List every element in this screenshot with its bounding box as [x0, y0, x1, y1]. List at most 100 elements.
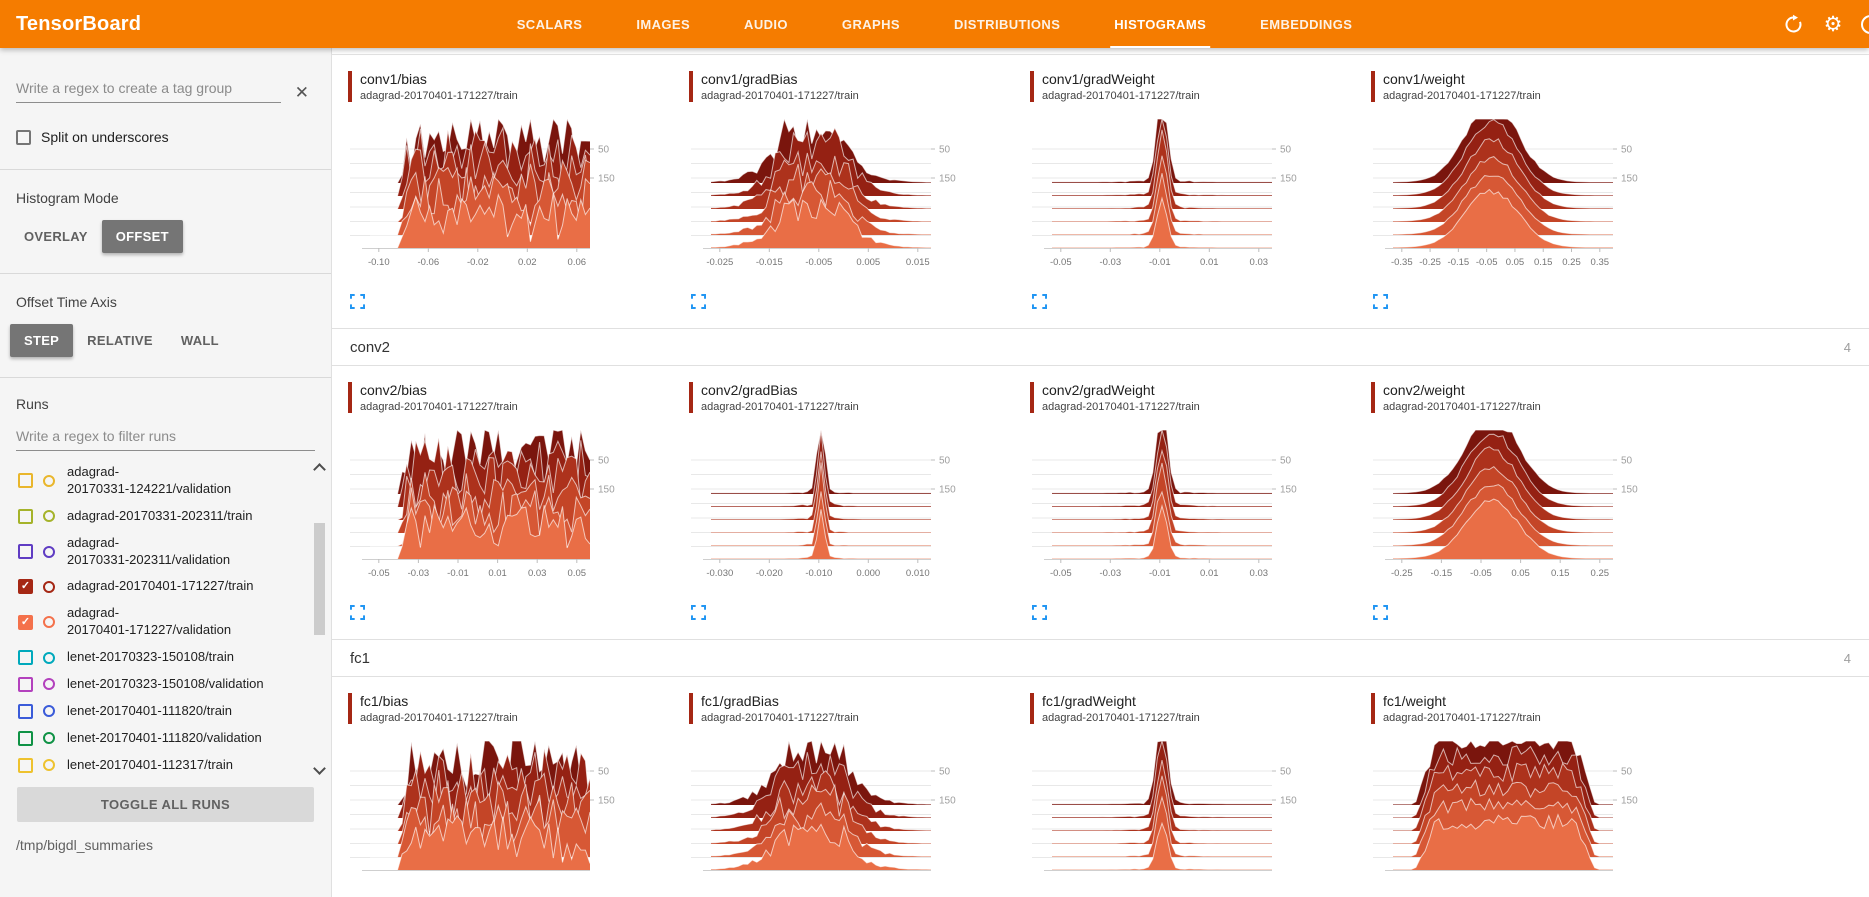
run-list-item[interactable]: lenet-20170401-111820/validation — [0, 725, 331, 752]
tag-group-header[interactable]: fc1 4 — [332, 639, 1869, 677]
help-icon[interactable] — [1861, 14, 1869, 34]
run-color-radio[interactable] — [43, 705, 55, 718]
nav-tabs: SCALARS IMAGES AUDIO GRAPHS DISTRIBUTIONS HIS… — [490, 0, 1380, 48]
tab-audio[interactable]: AUDIO — [744, 16, 788, 32]
svg-text:-0.10: -0.10 — [368, 257, 390, 268]
svg-text:-0.005: -0.005 — [805, 257, 832, 268]
run-list-item[interactable]: lenet-20170401-111820/train — [0, 698, 331, 725]
histogram-card: conv1/gradWeight adagrad-20170401-171227… — [1014, 55, 1355, 324]
button-overlay[interactable]: OVERLAY — [10, 220, 102, 253]
run-color-radio[interactable] — [43, 545, 55, 558]
tag-group-header[interactable]: conv2 4 — [332, 328, 1869, 366]
button-step[interactable]: STEP — [10, 324, 74, 357]
run-color-radio[interactable] — [43, 616, 55, 629]
run-list-item[interactable]: adagrad-20170331-202311/train — [0, 503, 331, 530]
run-color-radio[interactable] — [43, 759, 55, 772]
card-header: conv1/gradBias adagrad-20170401-171227/t… — [689, 71, 1014, 102]
svg-text:150: 150 — [1621, 796, 1638, 807]
scroll-up-icon[interactable] — [313, 463, 326, 476]
settings-gear-icon[interactable]: ⚙ — [1823, 12, 1843, 36]
offset-time-axis-label: Offset Time Axis — [16, 294, 117, 310]
expand-icon[interactable] — [1031, 293, 1048, 314]
svg-text:0.000: 0.000 — [856, 568, 880, 579]
run-checkbox[interactable] — [18, 650, 33, 666]
refresh-icon[interactable] — [1781, 12, 1805, 36]
button-relative[interactable]: RELATIVE — [73, 324, 167, 357]
svg-text:0.35: 0.35 — [1591, 257, 1610, 268]
svg-text:-0.05: -0.05 — [1476, 257, 1498, 268]
app-header: TensorBoard SCALARS IMAGES AUDIO GRAPHS DIST… — [0, 0, 1869, 48]
expand-icon[interactable] — [1031, 604, 1048, 625]
expand-icon[interactable] — [690, 293, 707, 314]
run-color-radio[interactable] — [43, 732, 55, 745]
tab-distributions[interactable]: DISTRIBUTIONS — [953, 16, 1061, 32]
tab-scalars[interactable]: SCALARS — [516, 16, 583, 32]
histogram-card: fc1/gradBias adagrad-20170401-171227/tra… — [673, 677, 1014, 897]
expand-icon[interactable] — [1372, 293, 1389, 314]
header-actions: ⚙ — [1781, 12, 1869, 36]
expand-icon[interactable] — [349, 604, 366, 625]
svg-text:50: 50 — [939, 145, 951, 156]
run-checkbox[interactable]: ✓ — [18, 579, 33, 595]
tab-embeddings[interactable]: EMBEDDINGS — [1260, 16, 1353, 32]
run-color-radio[interactable] — [43, 651, 55, 664]
run-list-item[interactable]: ✓ adagrad-20170401-171227/train — [0, 573, 331, 600]
svg-text:-0.015: -0.015 — [756, 257, 783, 268]
run-name: lenet-20170323-150108/train — [67, 649, 234, 665]
run-list-item[interactable]: adagrad- 20170331-124221/validation — [0, 459, 331, 503]
histogram-chart: 50 150 — [691, 739, 956, 871]
svg-text:0.010: 0.010 — [906, 568, 930, 579]
svg-text:50: 50 — [1621, 456, 1633, 467]
svg-text:0.01: 0.01 — [1200, 257, 1219, 268]
svg-text:-0.05: -0.05 — [1050, 568, 1072, 579]
run-list-item[interactable]: ✓ adagrad- 20170401-171227/validation — [0, 600, 331, 644]
run-list-item[interactable]: lenet-20170323-150108/train — [0, 644, 331, 671]
run-checkbox[interactable]: ✓ — [18, 614, 33, 630]
runs-scrollbar[interactable] — [311, 459, 329, 779]
button-offset[interactable]: OFFSET — [101, 220, 183, 253]
card-run-name: adagrad-20170401-171227/train — [701, 401, 859, 413]
card-title: conv1/weight — [1383, 71, 1465, 87]
checkbox-icon[interactable] — [16, 129, 31, 145]
run-checkbox[interactable] — [18, 730, 33, 746]
expand-icon[interactable] — [1372, 604, 1389, 625]
expand-icon[interactable] — [690, 604, 707, 625]
split-on-underscores-checkbox[interactable]: Split on underscores — [16, 129, 315, 145]
tag-group-count: 4 — [1843, 339, 1851, 355]
run-checkbox[interactable] — [18, 703, 33, 719]
button-wall[interactable]: WALL — [167, 324, 233, 357]
scrollbar-thumb[interactable] — [314, 523, 325, 635]
run-color-radio[interactable] — [43, 678, 55, 691]
run-name: adagrad- 20170331-124221/validation — [67, 464, 232, 496]
run-checkbox[interactable] — [18, 757, 33, 773]
tab-images[interactable]: IMAGES — [636, 16, 691, 32]
histogram-card: fc1/bias adagrad-20170401-171227/train 5… — [332, 677, 673, 897]
tab-histograms[interactable]: HISTOGRAMS — [1110, 0, 1211, 48]
card-title: conv2/gradBias — [701, 382, 798, 398]
tag-regex-input[interactable] — [16, 76, 281, 103]
run-color-radio[interactable] — [43, 580, 55, 593]
card-title: fc1/weight — [1383, 693, 1447, 709]
run-checkbox[interactable] — [18, 676, 33, 692]
clear-tag-filter-icon[interactable]: ✕ — [294, 83, 309, 102]
run-regex-input[interactable] — [16, 424, 315, 451]
run-color-radio[interactable] — [43, 474, 55, 487]
run-list-item[interactable]: adagrad- 20170331-202311/validation — [0, 530, 331, 574]
run-name: adagrad-20170401-171227/train — [67, 578, 254, 594]
tab-graphs[interactable]: GRAPHS — [841, 16, 900, 32]
card-run-name: adagrad-20170401-171227/train — [1383, 401, 1541, 413]
run-checkbox[interactable] — [18, 473, 33, 489]
run-color-radio[interactable] — [43, 510, 55, 523]
expand-icon[interactable] — [349, 293, 366, 314]
svg-text:150: 150 — [598, 796, 615, 807]
scroll-down-icon[interactable] — [313, 762, 326, 775]
run-list-item[interactable]: lenet-20170401-112317/train — [0, 752, 331, 779]
card-run-name: adagrad-20170401-171227/train — [360, 90, 518, 102]
divider — [0, 273, 331, 274]
run-checkbox[interactable] — [18, 508, 33, 524]
run-list-item[interactable]: lenet-20170323-150108/validation — [0, 671, 331, 698]
toggle-all-runs-button[interactable]: TOGGLE ALL RUNS — [17, 787, 314, 822]
card-header: conv2/gradWeight adagrad-20170401-171227… — [1030, 382, 1355, 413]
card-run-name: adagrad-20170401-171227/train — [1042, 90, 1200, 102]
run-checkbox[interactable] — [18, 544, 33, 560]
